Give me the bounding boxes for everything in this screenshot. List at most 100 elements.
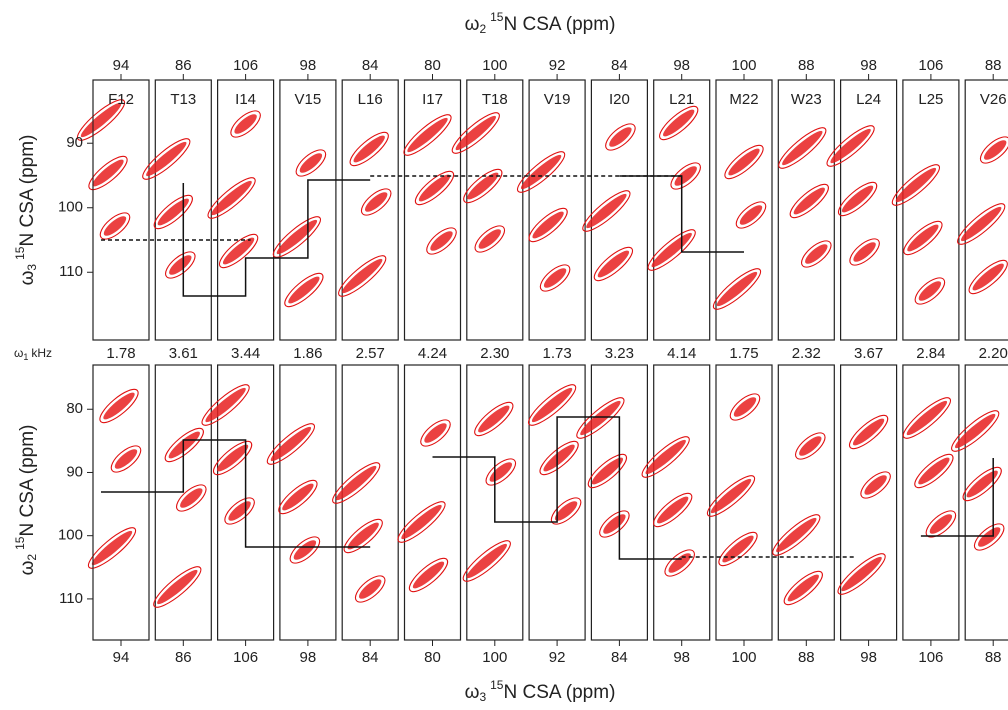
contour xyxy=(972,263,1004,291)
connectivity xyxy=(920,458,994,537)
top-tick-label: 98 xyxy=(300,57,317,74)
contour xyxy=(278,479,318,515)
strip-frame xyxy=(839,364,898,641)
top-tick-label: 106 xyxy=(918,57,943,74)
contour xyxy=(342,258,383,294)
connectivity xyxy=(182,179,371,297)
strip-frame xyxy=(902,79,960,341)
contour xyxy=(205,387,246,423)
contour xyxy=(852,418,885,446)
top-tick-label: 98 xyxy=(673,57,690,74)
strip-frame xyxy=(902,364,960,641)
omega1-label: ω1 kHz xyxy=(14,346,52,362)
contour xyxy=(201,384,250,426)
residue-label: V19 xyxy=(544,91,571,108)
contour xyxy=(424,423,447,443)
contour xyxy=(401,504,442,540)
contour xyxy=(830,128,871,164)
y-tick-label: 90 xyxy=(66,134,83,151)
top-tick-label: 100 xyxy=(482,57,507,74)
contour xyxy=(674,166,697,186)
contour xyxy=(710,478,752,514)
residue-label: I17 xyxy=(422,91,443,108)
residue-label: I14 xyxy=(235,91,256,108)
bottom-tick-label: 106 xyxy=(918,649,943,666)
contour xyxy=(420,419,451,447)
contour xyxy=(914,453,954,489)
strips: F12 94 1.78 94 T13 86 3.61 86 I14 106 3.44 106 V15 98… xyxy=(58,57,1008,666)
khz-value: 1.78 xyxy=(106,345,135,362)
contour xyxy=(99,388,139,424)
khz-value: 3.23 xyxy=(605,345,634,362)
contour xyxy=(860,471,891,499)
contour xyxy=(801,240,832,268)
khz-value: 3.67 xyxy=(854,345,883,362)
contour xyxy=(799,436,822,456)
contour xyxy=(426,227,457,255)
contour xyxy=(735,201,767,229)
contour xyxy=(520,154,562,190)
contour xyxy=(343,518,383,554)
contour xyxy=(670,162,701,190)
y-tick-label: 100 xyxy=(58,527,83,544)
contour xyxy=(906,400,948,436)
top-tick-label: 100 xyxy=(731,57,756,74)
contour xyxy=(539,440,579,476)
contour xyxy=(212,440,253,476)
contour xyxy=(528,384,577,426)
khz-value: 2.57 xyxy=(356,345,385,362)
contour xyxy=(80,102,122,138)
khz-value: 3.61 xyxy=(169,345,198,362)
contour xyxy=(772,514,821,556)
contour xyxy=(783,570,823,606)
contour xyxy=(222,237,255,265)
contour xyxy=(903,220,943,256)
contour xyxy=(463,168,503,204)
connectivity xyxy=(101,439,371,548)
contour xyxy=(918,281,942,301)
residue-label: W23 xyxy=(791,91,822,108)
contour xyxy=(733,397,757,417)
contour xyxy=(979,136,1008,164)
contour xyxy=(929,514,953,534)
connectivity xyxy=(619,175,744,253)
contour xyxy=(729,393,761,421)
y-tick-label: 110 xyxy=(59,263,83,280)
strip-frame xyxy=(217,364,275,641)
contour xyxy=(586,193,627,229)
khz-value: 1.75 xyxy=(729,345,758,362)
residue-label: L16 xyxy=(358,91,383,108)
contour xyxy=(146,141,187,177)
contour xyxy=(837,553,886,595)
contour xyxy=(657,496,689,524)
contour xyxy=(853,242,876,262)
contour xyxy=(576,397,625,439)
bottom-tick-label: 86 xyxy=(175,649,192,666)
top-tick-label: 80 xyxy=(424,57,441,74)
bottom-tick-label: 100 xyxy=(482,649,507,666)
contour xyxy=(474,401,514,437)
contour xyxy=(293,540,317,560)
contour xyxy=(216,444,249,472)
contour xyxy=(288,276,320,304)
strip-frame xyxy=(777,79,835,341)
contour xyxy=(451,112,500,154)
contour xyxy=(338,255,387,297)
residue-label: V15 xyxy=(295,91,322,108)
top-tick-label: 92 xyxy=(549,57,566,74)
y-tick-label: 90 xyxy=(66,463,83,480)
contour xyxy=(412,561,445,589)
contour xyxy=(668,553,691,573)
contour xyxy=(414,170,455,206)
contour xyxy=(528,207,568,243)
bottom-tick-label: 88 xyxy=(798,649,815,666)
contour xyxy=(645,439,686,475)
contour xyxy=(360,188,392,216)
khz-value: 2.20 xyxy=(979,345,1008,362)
contour xyxy=(968,259,1008,295)
contour xyxy=(455,115,496,151)
contour xyxy=(962,466,1002,502)
contour xyxy=(403,114,452,156)
contour xyxy=(864,475,887,495)
connectivity xyxy=(432,416,682,560)
